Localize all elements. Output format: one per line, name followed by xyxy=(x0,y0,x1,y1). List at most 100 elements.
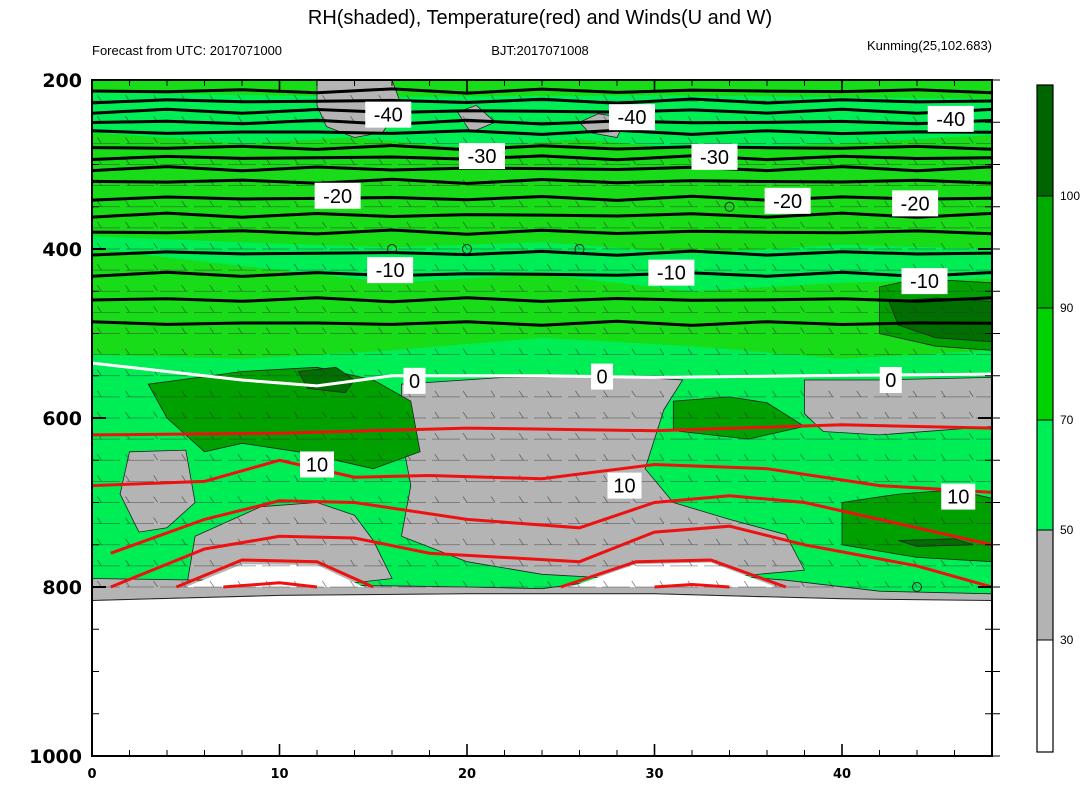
wind-barb xyxy=(237,517,243,524)
isotherm-cold xyxy=(92,319,992,327)
wind-barb xyxy=(406,158,412,165)
wind-barb xyxy=(603,306,608,313)
wind-barb xyxy=(153,559,158,567)
wind-barb xyxy=(603,475,608,482)
wind-barb xyxy=(940,221,946,229)
wind-barb xyxy=(153,158,158,165)
wind-barb xyxy=(800,137,805,144)
wind-barb xyxy=(265,475,271,482)
wind-barb xyxy=(153,411,158,419)
wind-barb xyxy=(378,454,383,461)
wind-barb xyxy=(237,137,243,144)
wind-barb xyxy=(490,137,496,144)
colorbar: 30 50 70 90 100 xyxy=(1036,84,1080,753)
wind-barb xyxy=(434,496,440,503)
wind-barb xyxy=(153,263,158,271)
wind-barb xyxy=(237,306,243,313)
wind-barb xyxy=(125,454,130,461)
wind-barb xyxy=(631,517,637,524)
wind-barb xyxy=(462,580,468,588)
wind-barb xyxy=(884,221,890,229)
wind-barb xyxy=(547,200,552,207)
wind-barb xyxy=(715,475,721,482)
wind-barb xyxy=(743,200,749,207)
wind-barb xyxy=(153,285,158,292)
isotherm-cold xyxy=(92,165,992,173)
wind-barb xyxy=(884,116,890,123)
wind-barb xyxy=(912,517,918,524)
wind-barb xyxy=(350,559,355,567)
wind-barb xyxy=(603,390,608,398)
wind-barb xyxy=(828,454,833,461)
rh-humid-mid-band xyxy=(92,249,992,359)
wind-barb xyxy=(97,306,102,313)
wind-barb xyxy=(462,263,468,271)
wind-barb xyxy=(968,454,974,461)
contour-label-box xyxy=(648,259,695,286)
wind-barb xyxy=(659,411,665,419)
wind-barb xyxy=(687,517,693,524)
wind-barb xyxy=(265,454,271,461)
wind-barb xyxy=(181,242,187,250)
wind-barb xyxy=(490,411,496,419)
wind-barb xyxy=(265,390,271,398)
wind-barb xyxy=(687,242,693,250)
wind-barb xyxy=(518,580,524,588)
wind-barb xyxy=(856,580,862,588)
wind-barb xyxy=(547,327,552,334)
wind-barb xyxy=(884,538,890,545)
wind-barb xyxy=(743,369,749,376)
wind-barb xyxy=(209,496,215,503)
wind-barb xyxy=(153,390,158,398)
wind-barb xyxy=(772,538,777,545)
wind-barb xyxy=(631,390,637,398)
wind-barb xyxy=(462,200,468,207)
wind-barb xyxy=(631,242,637,250)
wind-barb xyxy=(518,432,524,440)
wind-barb xyxy=(293,158,299,165)
wind-barb xyxy=(125,306,130,313)
wind-barb xyxy=(968,263,974,271)
contour-marker xyxy=(462,244,472,254)
wind-barb xyxy=(547,517,552,524)
wind-barb xyxy=(884,432,890,440)
wind-barb xyxy=(434,559,440,567)
wind-barb xyxy=(125,538,130,545)
wind-barb xyxy=(772,327,777,334)
colorbar-border xyxy=(1036,84,1054,753)
wind-barb xyxy=(378,432,383,440)
wind-barb xyxy=(265,285,271,292)
wind-barb xyxy=(772,94,777,102)
wind-barb xyxy=(153,348,158,355)
wind-barb xyxy=(322,242,327,250)
wind-barb xyxy=(912,116,918,123)
wind-barb xyxy=(97,327,102,334)
wind-barb xyxy=(462,327,468,334)
wind-barb xyxy=(293,475,299,482)
wind-barb xyxy=(237,454,243,461)
contour-marker xyxy=(387,244,397,254)
wind-barb xyxy=(856,538,862,545)
wind-barb xyxy=(912,242,918,250)
wind-barb xyxy=(462,348,468,355)
wind-barb xyxy=(687,158,693,165)
wind-barb xyxy=(800,390,805,398)
wind-barb xyxy=(659,327,665,334)
wind-barb xyxy=(968,559,974,567)
wind-barb xyxy=(181,200,187,207)
wind-barb xyxy=(265,369,271,376)
wind-barb xyxy=(575,496,580,503)
contour-label-box xyxy=(314,182,361,209)
isotherm-cold xyxy=(92,211,992,219)
wind-barb xyxy=(828,200,833,207)
wind-barb xyxy=(575,285,580,292)
wind-barb xyxy=(350,306,355,313)
wind-barb xyxy=(743,137,749,144)
wind-barb xyxy=(181,538,187,545)
wind-barb xyxy=(856,263,862,271)
wind-barb xyxy=(743,242,749,250)
contour-label-box xyxy=(901,268,948,295)
wind-barb xyxy=(659,221,665,229)
wind-barb xyxy=(743,517,749,524)
wind-barb xyxy=(265,411,271,419)
